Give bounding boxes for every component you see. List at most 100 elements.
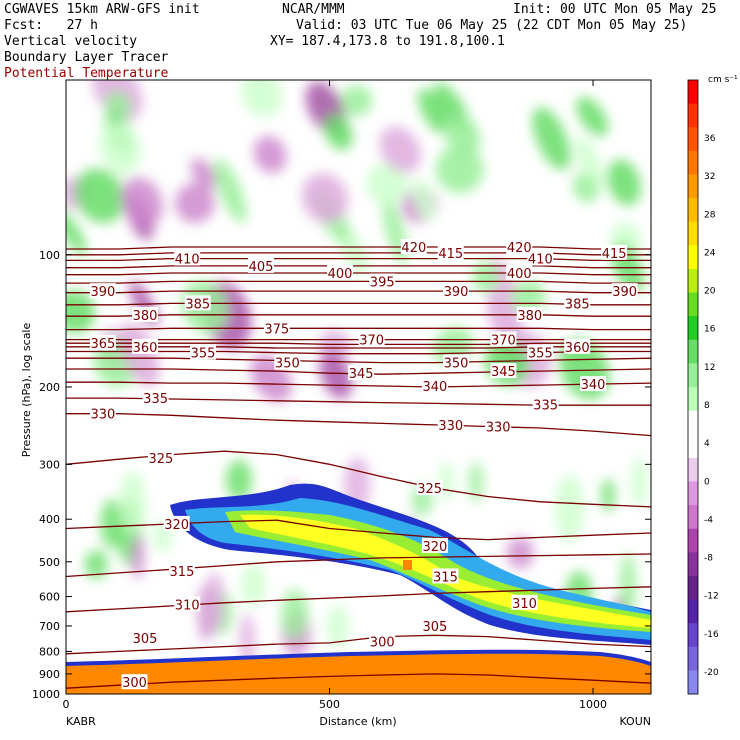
vv-blob bbox=[239, 613, 255, 669]
theta-label-bg bbox=[580, 376, 607, 392]
colorbar-label: -12 bbox=[704, 592, 719, 602]
colorbar-cell bbox=[688, 150, 698, 175]
colorbar-cell bbox=[688, 387, 698, 412]
theta-contour bbox=[66, 634, 651, 655]
theta-label: 410 bbox=[528, 253, 553, 268]
theta-label-bg bbox=[263, 320, 290, 336]
header-field-vertical-velocity: Vertical velocity bbox=[4, 34, 138, 49]
theta-label: 315 bbox=[170, 565, 195, 580]
theta-contour bbox=[66, 302, 651, 306]
vv-blob bbox=[131, 535, 145, 580]
vv-blob bbox=[280, 588, 309, 640]
theta-label-bg bbox=[527, 344, 554, 360]
theta-label-bg bbox=[443, 354, 469, 370]
theta-label: 340 bbox=[423, 380, 448, 395]
colorbar-label: -20 bbox=[704, 668, 719, 678]
colorbar-label: 16 bbox=[704, 325, 716, 335]
y-tick-label: 700 bbox=[39, 620, 60, 633]
y-tick-label: 400 bbox=[39, 513, 60, 526]
theta-label: 420 bbox=[401, 241, 426, 256]
theta-label-bg bbox=[432, 568, 459, 584]
y-tick-label: 1000 bbox=[32, 688, 60, 701]
axes: 0 500 1000 100 200 300 400 500 600 700 800 900 1000 bbox=[32, 80, 651, 711]
theta-label: 385 bbox=[565, 297, 590, 312]
theta-contour bbox=[66, 272, 651, 276]
theta-label: 370 bbox=[491, 334, 516, 349]
theta-label-bg bbox=[163, 515, 190, 531]
theta-label-bg bbox=[327, 264, 354, 280]
theta-label: 330 bbox=[90, 408, 115, 423]
colorbar-label: 24 bbox=[704, 248, 716, 258]
vv-blob bbox=[66, 207, 87, 255]
x-tick-label: 500 bbox=[319, 698, 340, 711]
header-org: NCAR/MMM bbox=[282, 2, 345, 17]
y-tick-label: 900 bbox=[39, 668, 60, 681]
theta-label: 345 bbox=[349, 367, 374, 382]
colorbar-cell bbox=[688, 670, 698, 695]
vv-blob bbox=[74, 168, 126, 223]
theta-label: 375 bbox=[264, 322, 289, 337]
theta-label: 310 bbox=[175, 598, 200, 613]
theta-label: 305 bbox=[133, 632, 158, 647]
vv-blob bbox=[190, 158, 217, 190]
theta-label-bg bbox=[516, 306, 543, 322]
theta-contour bbox=[66, 327, 651, 331]
theta-label-bg bbox=[532, 396, 559, 412]
theta-contour bbox=[66, 586, 651, 613]
colorbar-cell bbox=[688, 268, 698, 294]
theta-label-bg bbox=[184, 295, 211, 311]
y-tick-label: 600 bbox=[39, 591, 60, 604]
theta-label-bg bbox=[437, 244, 464, 260]
colorbar-label: 32 bbox=[704, 172, 715, 182]
theta-label-bg bbox=[506, 264, 533, 280]
theta-contour bbox=[66, 673, 651, 689]
theta-label: 330 bbox=[438, 419, 463, 434]
theta-label: 320 bbox=[423, 540, 448, 555]
theta-label-bg bbox=[527, 250, 554, 266]
theta-label: 355 bbox=[191, 347, 216, 362]
theta-contour bbox=[66, 553, 651, 578]
vv-blob bbox=[572, 173, 598, 203]
theta-label: 405 bbox=[249, 260, 274, 275]
theta-label: 415 bbox=[438, 247, 463, 262]
colorbar-label: 36 bbox=[704, 134, 716, 144]
theta-label-bg bbox=[611, 283, 638, 299]
theta-label-bg bbox=[358, 331, 385, 347]
theta-contour bbox=[66, 381, 651, 388]
theta-label-bg bbox=[490, 331, 517, 347]
theta-label-bg bbox=[369, 633, 396, 649]
theta-contour bbox=[66, 342, 651, 346]
colorbar-cell bbox=[688, 103, 698, 128]
vv-blob bbox=[225, 459, 253, 501]
theta-contour bbox=[66, 280, 651, 284]
theta-label-bg bbox=[132, 629, 159, 645]
colorbar-cell bbox=[688, 410, 698, 435]
x-axis-label: Distance (km) bbox=[319, 715, 396, 728]
colorbar-cell bbox=[688, 623, 698, 648]
theta-contour bbox=[66, 265, 651, 269]
y-tick-label: 100 bbox=[39, 249, 60, 262]
theta-label-bg bbox=[174, 250, 201, 266]
theta-label: 410 bbox=[175, 253, 200, 268]
vv-blob bbox=[366, 162, 408, 206]
colorbar-label: 0 bbox=[704, 477, 710, 487]
theta-label-bg bbox=[89, 335, 116, 351]
vv-blob bbox=[506, 537, 534, 569]
plume-max bbox=[403, 560, 412, 570]
vv-blob bbox=[301, 173, 349, 224]
theta-label: 355 bbox=[528, 347, 553, 362]
colorbar-cell bbox=[688, 505, 698, 530]
theta-label-bg bbox=[121, 674, 148, 690]
theta-label-bg bbox=[132, 306, 159, 322]
colorbar-cell bbox=[688, 363, 698, 388]
theta-label: 395 bbox=[370, 275, 395, 290]
vv-blob bbox=[120, 177, 163, 227]
colorbar-cell bbox=[688, 599, 698, 624]
header-init: Init: 00 UTC Mon 05 May 25 bbox=[513, 2, 717, 17]
vv-blob bbox=[241, 563, 266, 607]
colorbar-label: 8 bbox=[704, 401, 710, 411]
vv-blob bbox=[532, 107, 571, 170]
theta-label: 415 bbox=[602, 247, 627, 262]
theta-label-bg bbox=[369, 273, 396, 289]
